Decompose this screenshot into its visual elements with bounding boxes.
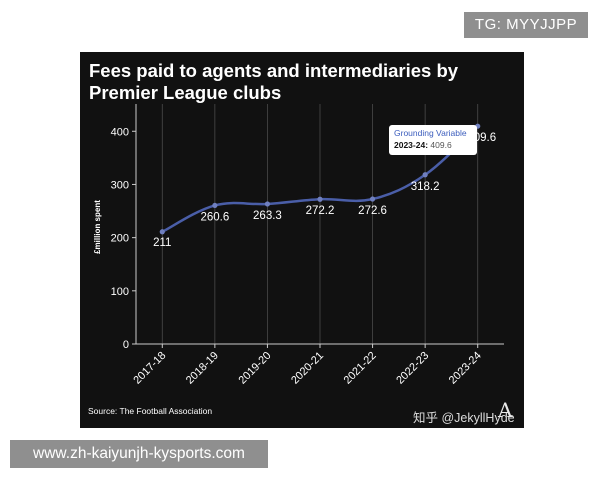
chart-source: Source: The Football Association — [88, 406, 213, 416]
tooltip-series-name: Grounding Variable — [394, 128, 467, 138]
site-url-badge: www.zh-kaiyunjh-kysports.com — [10, 440, 268, 468]
x-tick-label: 2020-21 — [289, 350, 326, 387]
chart-title: Fees paid to agents and intermediaries b… — [89, 60, 459, 103]
data-point — [317, 196, 323, 202]
tg-handle-badge: TG: MYYJJPP — [464, 12, 588, 38]
y-tick-label: 200 — [111, 233, 129, 245]
data-point — [369, 196, 376, 202]
x-tick-label: 2017-18 — [131, 350, 168, 387]
y-tick-label: 100 — [111, 286, 129, 298]
chart-panel: Fees paid to agents and intermediaries b… — [80, 52, 524, 428]
data-point — [422, 172, 428, 178]
y-tick-label: 400 — [111, 126, 129, 138]
data-point — [264, 201, 271, 207]
tooltip-row: 2023-24: 409.6 — [394, 139, 472, 151]
data-label: 272.6 — [358, 205, 387, 217]
zhihu-watermark: 知乎 @JekyllHyde — [413, 411, 515, 425]
x-tick-label: 2019-20 — [237, 350, 274, 387]
data-label: 211 — [153, 237, 171, 249]
y-tick-label: 0 — [123, 339, 129, 351]
data-label: 318.2 — [411, 181, 440, 193]
data-label: 260.6 — [200, 211, 229, 223]
x-tick-label: 2021-22 — [342, 350, 379, 387]
x-tick-label: 2018-19 — [184, 350, 221, 387]
line-chart: 0 100 200 300 400 £million spent 2017-18 2018-1… — [93, 104, 504, 387]
athletic-logo: A — [498, 398, 513, 422]
y-axis-title: £million spent — [93, 200, 102, 254]
data-tooltip: Grounding Variable 2023-24: 409.6 — [389, 125, 477, 155]
x-tick-label: 2023-24 — [447, 350, 484, 387]
y-tick-label: 300 — [111, 179, 129, 191]
data-label: 272.2 — [306, 205, 335, 217]
data-point — [159, 229, 165, 235]
x-tick-label: 2022-23 — [394, 350, 431, 387]
tooltip-value: 409.6 — [430, 140, 452, 150]
tooltip-label: 2023-24: — [394, 140, 429, 150]
data-point — [212, 202, 218, 209]
data-label: 263.3 — [253, 210, 282, 222]
